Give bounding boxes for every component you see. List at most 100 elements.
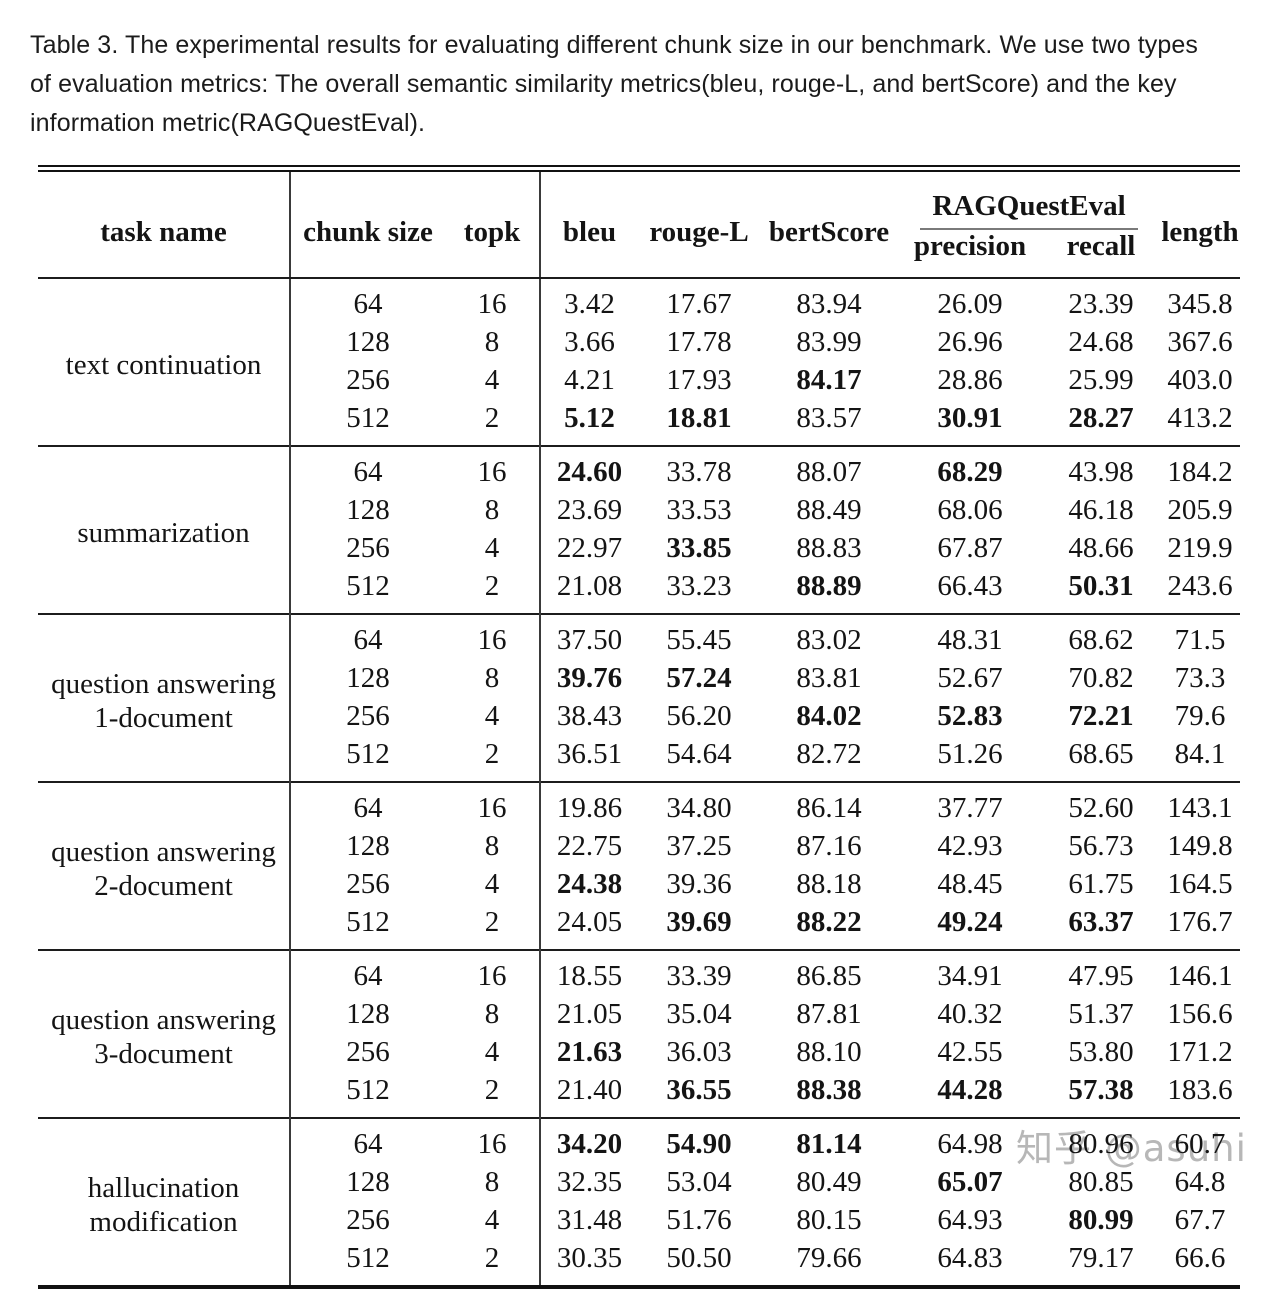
cell-chunk-size: 512 bbox=[346, 906, 390, 938]
cell-bleu: 23.69 bbox=[556, 494, 623, 526]
task-group: question answering 2-document 64 16 19.86 34.… bbox=[38, 781, 1240, 950]
task-group: question answering 1-document 64 16 37.50 55.… bbox=[38, 613, 1240, 782]
cell-chunk-size: 64 bbox=[290, 613, 445, 659]
cell-length: 149.8 bbox=[1167, 830, 1233, 862]
cell-rouge-l: 54.64 bbox=[666, 738, 732, 770]
cell-bertscore: 88.89 bbox=[796, 570, 862, 602]
cell-chunk-size: 64 bbox=[290, 445, 445, 491]
cell-recall: 68.65 bbox=[1068, 738, 1134, 770]
task-group: text continuation 64 16 3.42 17.67 83.94 26.09… bbox=[38, 278, 1240, 446]
cell-bleu: 5.12 bbox=[564, 402, 615, 434]
header-bertscore: bertScore bbox=[760, 168, 898, 279]
cell-bleu: 31.48 bbox=[556, 1204, 623, 1236]
cell-bleu: 24.60 bbox=[540, 445, 638, 491]
cell-rouge-l: 34.80 bbox=[638, 781, 760, 827]
cell-length: 367.6 bbox=[1167, 326, 1233, 358]
cell-length: 146.1 bbox=[1160, 949, 1240, 995]
cell-length: 403.0 bbox=[1167, 364, 1233, 396]
cell-recall: 52.60 bbox=[1042, 781, 1160, 827]
cell-topk: 4 bbox=[445, 1201, 541, 1239]
cell-bleu: 32.35 bbox=[556, 1166, 623, 1198]
cell-length: 176.7 bbox=[1167, 906, 1233, 938]
cell-topk: 2 bbox=[445, 735, 541, 782]
cell-chunk-size: 128 bbox=[346, 1166, 390, 1198]
cell-precision: 51.26 bbox=[937, 738, 1003, 770]
cell-bleu: 22.75 bbox=[556, 830, 623, 862]
cell-precision: 65.07 bbox=[937, 1166, 1003, 1198]
cell-rouge-l: 55.45 bbox=[638, 613, 760, 659]
task-name-cell: hallucination modification bbox=[38, 1117, 291, 1287]
cell-bleu: 24.05 bbox=[556, 906, 623, 938]
cell-bertscore: 86.14 bbox=[760, 781, 898, 827]
cell-rouge-l: 33.78 bbox=[638, 445, 760, 491]
cell-topk: 2 bbox=[445, 399, 541, 446]
cell-bertscore: 87.81 bbox=[796, 998, 862, 1030]
cell-topk: 4 bbox=[445, 529, 541, 567]
cell-recall: 56.73 bbox=[1068, 830, 1134, 862]
task-name-cell: question answering 1-document bbox=[38, 613, 291, 782]
cell-length: 84.1 bbox=[1174, 738, 1226, 770]
cell-chunk-size: 128 bbox=[346, 662, 390, 694]
cell-topk: 2 bbox=[445, 903, 541, 950]
cell-bleu: 4.21 bbox=[564, 364, 615, 396]
cell-precision: 48.45 bbox=[937, 868, 1003, 900]
cell-chunk-size: 128 bbox=[346, 830, 390, 862]
header-chunk-size: chunk size bbox=[290, 168, 445, 279]
cell-rouge-l: 36.03 bbox=[666, 1036, 732, 1068]
table-row: 128 8 3.66 17.78 83.99 26.96 24.68 367.6 bbox=[38, 323, 1240, 361]
header-topk: topk bbox=[445, 168, 541, 279]
cell-rouge-l: 39.36 bbox=[666, 868, 732, 900]
cell-bleu: 39.76 bbox=[556, 662, 623, 694]
cell-precision: 26.96 bbox=[937, 326, 1003, 358]
cell-bertscore: 80.49 bbox=[796, 1166, 862, 1198]
cell-topk: 8 bbox=[445, 995, 541, 1033]
cell-bertscore: 86.85 bbox=[760, 949, 898, 995]
table-row: 256 4 21.63 36.03 88.10 42.55 53.80 171.2 bbox=[38, 1033, 1240, 1071]
table-row: 256 4 38.43 56.20 84.02 52.83 72.21 79.6 bbox=[38, 697, 1240, 735]
cell-chunk-size: 256 bbox=[346, 868, 390, 900]
cell-topk: 16 bbox=[445, 613, 541, 659]
cell-bleu: 21.40 bbox=[556, 1074, 623, 1106]
cell-length: 79.6 bbox=[1174, 700, 1226, 732]
cell-precision: 67.87 bbox=[937, 532, 1003, 564]
table-row: 128 8 23.69 33.53 88.49 68.06 46.18 205.9 bbox=[38, 491, 1240, 529]
cell-chunk-size: 128 bbox=[346, 326, 390, 358]
cell-bleu: 19.86 bbox=[540, 781, 638, 827]
table-row: 512 2 21.08 33.23 88.89 66.43 50.31 243.6 bbox=[38, 567, 1240, 614]
task-name-cell: text continuation bbox=[38, 278, 291, 446]
cell-bertscore: 79.66 bbox=[796, 1242, 862, 1274]
cell-bertscore: 83.99 bbox=[796, 326, 862, 358]
header-ragquesteval: RAGQuestEval bbox=[898, 169, 1160, 230]
cell-length: 143.1 bbox=[1160, 781, 1240, 827]
cell-length: 60.7 bbox=[1160, 1117, 1240, 1163]
cell-bertscore: 87.16 bbox=[796, 830, 862, 862]
cell-bertscore: 88.07 bbox=[760, 445, 898, 491]
cell-bertscore: 88.18 bbox=[796, 868, 862, 900]
cell-rouge-l: 17.78 bbox=[666, 326, 732, 358]
header-recall: recall bbox=[1042, 230, 1160, 279]
cell-bertscore: 83.81 bbox=[796, 662, 862, 694]
table-row: 128 8 39.76 57.24 83.81 52.67 70.82 73.3 bbox=[38, 659, 1240, 697]
caption-line-2: of evaluation metrics: The overall seman… bbox=[30, 70, 1177, 98]
cell-chunk-size: 512 bbox=[346, 402, 390, 434]
cell-rouge-l: 33.53 bbox=[666, 494, 732, 526]
cell-rouge-l: 53.04 bbox=[666, 1166, 732, 1198]
cell-length: 243.6 bbox=[1167, 570, 1233, 602]
cell-precision: 42.93 bbox=[937, 830, 1003, 862]
cell-rouge-l: 37.25 bbox=[666, 830, 732, 862]
cell-topk: 4 bbox=[445, 697, 541, 735]
cell-recall: 23.39 bbox=[1068, 288, 1134, 320]
cell-bleu: 34.20 bbox=[540, 1117, 638, 1163]
cell-length: 205.9 bbox=[1167, 494, 1233, 526]
table-row: 512 2 24.05 39.69 88.22 49.24 63.37 176.7 bbox=[38, 903, 1240, 950]
cell-recall: 70.82 bbox=[1068, 662, 1134, 694]
caption-line-1: Table 3. The experimental results for ev… bbox=[30, 31, 1198, 59]
results-table: task name chunk size topk bleu rouge-L b… bbox=[38, 165, 1240, 1289]
cell-precision: 28.86 bbox=[937, 364, 1003, 396]
cell-precision: 66.43 bbox=[937, 570, 1003, 602]
cell-bleu: 30.35 bbox=[556, 1242, 623, 1274]
cell-length: 71.5 bbox=[1160, 613, 1240, 659]
cell-precision: 64.93 bbox=[937, 1204, 1003, 1236]
cell-chunk-size: 512 bbox=[346, 738, 390, 770]
cell-bertscore: 82.72 bbox=[796, 738, 862, 770]
